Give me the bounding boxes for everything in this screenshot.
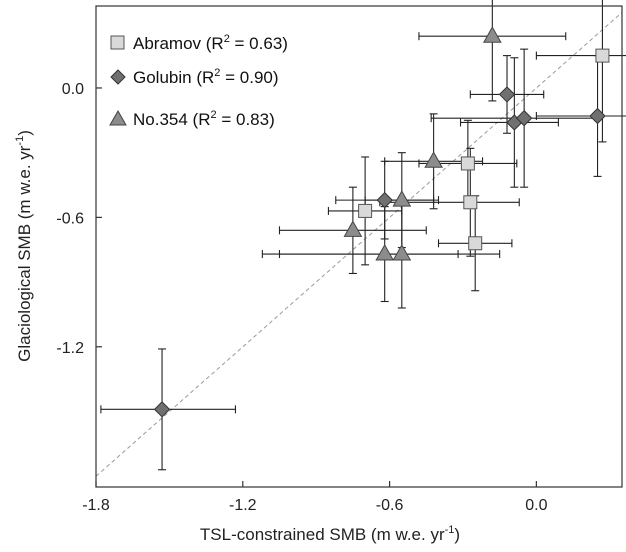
x-tick-label: -0.6 bbox=[376, 497, 404, 514]
data-point-no354 bbox=[343, 220, 363, 237]
data-point-no354 bbox=[392, 244, 412, 261]
legend-abramov-label: Abramov (R bbox=[133, 34, 224, 53]
error-bar-no354 bbox=[418, 0, 567, 102]
markers-layer bbox=[153, 26, 610, 418]
legend-golubin-r2: = 0.90) bbox=[220, 68, 278, 87]
ticks-layer: -1.8 -1.2 -0.6 0.0 0.0 -0.6 -1.2 bbox=[56, 81, 547, 514]
data-point-golubin bbox=[498, 86, 516, 103]
x-tick-label: 0.0 bbox=[525, 497, 547, 514]
data-point-abramov bbox=[468, 236, 483, 251]
y-axis-label-exp: -1 bbox=[14, 136, 26, 146]
data-point-abramov bbox=[358, 203, 373, 218]
y-tick-label: 0.0 bbox=[62, 81, 84, 98]
data-point-golubin bbox=[515, 109, 533, 127]
y-tick-label: -0.6 bbox=[56, 210, 84, 227]
data-point-golubin bbox=[153, 401, 171, 418]
legend-abramov-sup: 2 bbox=[224, 33, 230, 45]
data-point-abramov bbox=[595, 48, 610, 63]
y-axis-label-end: ) bbox=[15, 130, 34, 136]
error-bar-golubin bbox=[535, 55, 626, 177]
y-axis-label: Glaciological SMB (m w.e. yr-1) bbox=[14, 130, 34, 362]
legend-marker-golubin bbox=[110, 69, 126, 85]
legend-no354-label: No.354 (R bbox=[133, 110, 210, 129]
x-tick-label: -1.2 bbox=[229, 497, 257, 514]
legend-entry-no354: No.354 (R2 = 0.83) bbox=[133, 109, 275, 129]
one-to-one-line-layer bbox=[95, 12, 623, 477]
legend-golubin-label: Golubin (R bbox=[133, 68, 214, 87]
y-tick-label: -1.2 bbox=[56, 340, 84, 357]
data-point-abramov bbox=[460, 156, 475, 171]
legend-marker-abramov bbox=[110, 35, 125, 50]
data-point-no354 bbox=[392, 190, 412, 207]
data-point-golubin bbox=[376, 191, 393, 209]
data-point-no354 bbox=[424, 151, 443, 168]
y-axis-label-main: Glaciological SMB (m w.e. yr bbox=[15, 145, 34, 362]
legend-marker-no354 bbox=[109, 109, 127, 126]
data-point-abramov bbox=[463, 195, 478, 210]
x-tick-label: -1.8 bbox=[82, 497, 110, 514]
data-point-golubin bbox=[589, 107, 606, 125]
legend-golubin-sup: 2 bbox=[214, 67, 220, 79]
legend-abramov-r2: = 0.63) bbox=[230, 34, 288, 53]
data-point-no354 bbox=[482, 26, 502, 43]
x-axis-label: TSL-constrained SMB (m w.e. yr-1) bbox=[200, 524, 460, 544]
x-axis-label-main: TSL-constrained SMB (m w.e. yr bbox=[200, 525, 445, 544]
legend-no354-sup: 2 bbox=[210, 109, 216, 121]
legend: Abramov (R2 = 0.63) Golubin (R2 = 0.90) … bbox=[109, 33, 288, 129]
one-to-one-line bbox=[95, 12, 623, 477]
legend-entry-golubin: Golubin (R2 = 0.90) bbox=[133, 67, 279, 87]
x-axis-label-end: ) bbox=[454, 525, 460, 544]
legend-no354-r2: = 0.83) bbox=[217, 110, 275, 129]
plot-area-frame bbox=[95, 5, 623, 488]
data-point-no354 bbox=[375, 244, 395, 261]
x-axis-label-exp: -1 bbox=[445, 524, 455, 536]
legend-entry-abramov: Abramov (R2 = 0.63) bbox=[133, 33, 288, 53]
